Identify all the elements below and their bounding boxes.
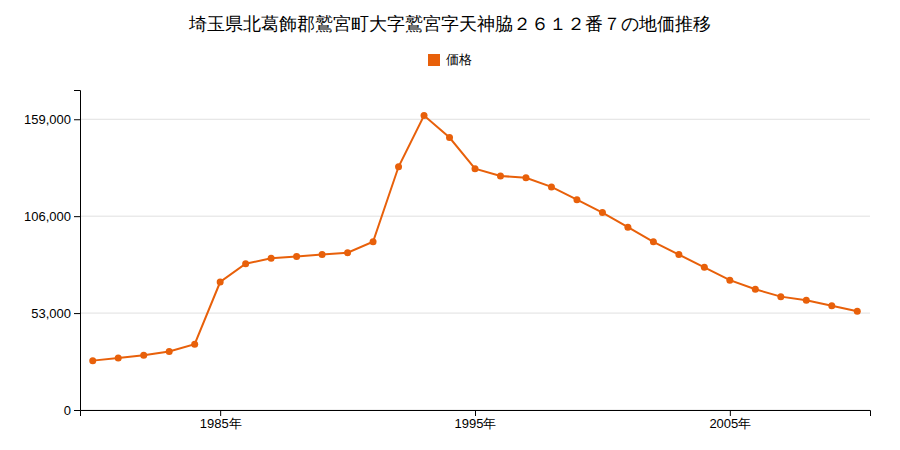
tick-mark xyxy=(74,410,80,411)
point xyxy=(803,297,810,304)
tick: 1995年 xyxy=(455,410,497,431)
point xyxy=(828,302,835,309)
tick: 106,000 xyxy=(24,209,80,224)
point xyxy=(522,174,529,181)
tick-mark xyxy=(74,313,80,314)
point xyxy=(395,163,402,170)
marks xyxy=(89,112,861,364)
tick-mark xyxy=(730,410,731,416)
tick-label: 2005年 xyxy=(709,416,751,431)
point xyxy=(166,348,173,355)
point xyxy=(752,286,759,293)
tick-mark xyxy=(74,119,80,120)
point xyxy=(344,249,351,256)
point xyxy=(89,357,96,364)
point xyxy=(446,134,453,141)
point xyxy=(319,251,326,258)
point xyxy=(854,308,861,315)
tick: 1985年 xyxy=(200,410,242,431)
point xyxy=(777,293,784,300)
point xyxy=(191,341,198,348)
x-axis: 1985年 1995年 2005年 xyxy=(81,410,871,431)
point xyxy=(726,277,733,284)
title: 埼玉県北葛飾郡鷲宮町大字鷲宮字天神脇２６１２番７の地価推移 xyxy=(188,13,711,34)
point xyxy=(472,165,479,172)
tick: 2005年 xyxy=(709,410,751,431)
tick-label: 1995年 xyxy=(455,416,497,431)
tick-mark xyxy=(475,410,476,416)
tick-label: 0 xyxy=(64,403,71,418)
point xyxy=(548,183,555,190)
point xyxy=(293,253,300,260)
point xyxy=(701,264,708,271)
grid-line xyxy=(80,216,870,217)
point xyxy=(421,112,428,119)
grid-line xyxy=(80,313,870,314)
point xyxy=(675,251,682,258)
point xyxy=(370,238,377,245)
tick: 159,000 xyxy=(24,112,80,127)
tick: 0 xyxy=(64,403,80,418)
axis-line xyxy=(81,411,871,417)
y-axis: 0 53,000 106,000 159,000 xyxy=(24,91,81,418)
tick-label: 53,000 xyxy=(31,306,71,321)
tick: 53,000 xyxy=(31,306,80,321)
point xyxy=(115,354,122,361)
point xyxy=(242,260,249,267)
tick-label: 106,000 xyxy=(24,209,71,224)
point xyxy=(497,172,504,179)
point xyxy=(573,196,580,203)
point xyxy=(140,352,147,359)
tick-mark xyxy=(220,410,221,416)
point xyxy=(217,279,224,286)
legend-swatch xyxy=(428,54,440,66)
grid-line xyxy=(80,119,870,120)
tick-label: 1985年 xyxy=(200,416,242,431)
legend-item: 価格 xyxy=(428,52,472,67)
point xyxy=(599,209,606,216)
chart: 1985年 1995年 2005年 0 53,000 106,000 159,000 埼玉県北… xyxy=(0,0,900,450)
legend-label: 価格 xyxy=(446,52,472,67)
point xyxy=(624,224,631,231)
axis-line xyxy=(74,91,81,411)
point xyxy=(650,238,657,245)
point xyxy=(268,255,275,262)
plot-area: 1985年 1995年 2005年 0 53,000 106,000 159,000 xyxy=(24,91,871,432)
line xyxy=(93,116,858,361)
grid xyxy=(80,119,870,410)
legend: 価格 xyxy=(428,52,472,67)
tick-label: 159,000 xyxy=(24,112,71,127)
tick-mark xyxy=(74,216,80,217)
